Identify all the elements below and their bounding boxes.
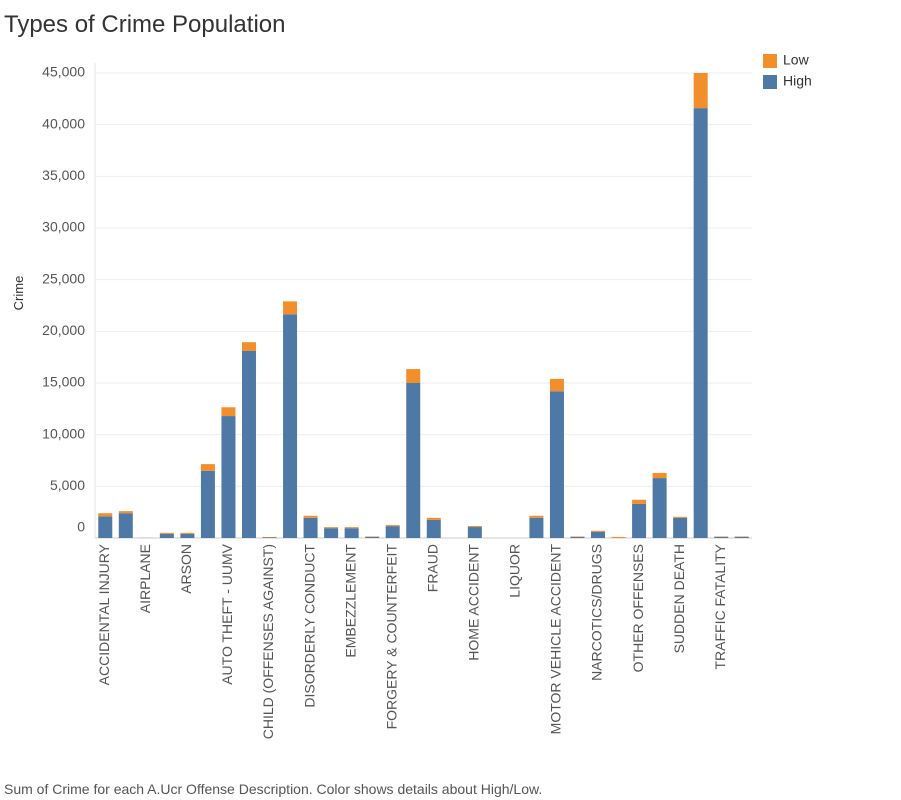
x-tick-label: HOME ACCIDENT	[466, 544, 482, 661]
y-tick-label: 0	[77, 519, 85, 535]
bar-segment	[180, 533, 195, 538]
bar-segment	[570, 536, 585, 537]
bar-segment	[303, 517, 318, 538]
bar-segment	[693, 108, 708, 538]
bar-segment	[734, 536, 749, 537]
chart-title: Types of Crime Population	[4, 11, 285, 38]
bar-segment	[406, 369, 421, 383]
bar-segment	[426, 519, 441, 538]
bar-segment	[652, 478, 667, 538]
bar-segment	[159, 533, 174, 538]
bar-segment	[241, 350, 256, 538]
bar-segment	[632, 499, 647, 504]
x-tick-label: EMBEZZLEMENT	[342, 544, 358, 658]
bar-segment	[324, 528, 339, 538]
bar-segment	[714, 536, 729, 537]
bar-segment	[283, 314, 298, 538]
bar-segment	[118, 513, 133, 538]
bar-segment	[591, 531, 606, 538]
bar-segment	[385, 525, 400, 527]
y-axis-title: Crime	[11, 276, 26, 311]
y-tick-label: 35,000	[42, 167, 85, 183]
x-tick-label: ARSON	[178, 544, 194, 594]
bar-segment	[159, 532, 174, 534]
legend-label: Low	[783, 52, 810, 68]
bar-segment	[98, 516, 113, 538]
bar-segment	[570, 536, 585, 538]
bar-segment	[693, 73, 708, 109]
bar-segment	[262, 536, 277, 538]
bar-segment	[283, 301, 298, 315]
y-tick-label: 5,000	[50, 477, 85, 493]
x-tick-label: TRAFFIC FATALITY	[712, 543, 728, 669]
bar-segment	[529, 517, 544, 538]
bar-segment	[262, 537, 277, 538]
bar-segment	[365, 536, 380, 538]
y-tick-label: 40,000	[42, 115, 85, 131]
bar-segment	[344, 527, 359, 529]
y-tick-label: 30,000	[42, 219, 85, 235]
bar-segment	[426, 517, 441, 520]
bar-segment	[200, 464, 215, 471]
bar-segment	[632, 503, 647, 538]
bar-segment	[549, 378, 564, 392]
y-tick-label: 15,000	[42, 374, 85, 390]
bar-segment	[200, 470, 215, 538]
legend-label: High	[783, 73, 812, 89]
bar-segment	[467, 527, 482, 538]
x-tick-label: AUTO THEFT - UUMV	[219, 543, 235, 684]
x-tick-label: OTHER OFFENSES	[630, 544, 646, 672]
bar-segment	[714, 536, 729, 538]
bar-segment	[118, 511, 133, 514]
bar-segment	[734, 536, 749, 538]
bar-segment	[673, 517, 688, 538]
x-tick-label: FRAUD	[424, 544, 440, 592]
bar-segment	[98, 513, 113, 517]
footer-caption: Sum of Crime for each A.Ucr Offense Desc…	[4, 781, 542, 797]
bar-segment	[652, 472, 667, 479]
y-tick-label: 10,000	[42, 425, 85, 441]
bar-segment	[467, 526, 482, 528]
bar-segment	[673, 516, 688, 518]
bar-segment	[365, 536, 380, 537]
y-tick-label: 20,000	[42, 322, 85, 338]
bar-segment	[324, 527, 339, 529]
x-tick-label: DISORDERLY CONDUCT	[301, 544, 317, 708]
bar-segment	[549, 391, 564, 538]
bar-segment	[180, 532, 195, 534]
bar-segment	[344, 528, 359, 538]
x-tick-label: MOTOR VEHICLE ACCIDENT	[548, 544, 564, 735]
y-tick-label: 25,000	[42, 270, 85, 286]
x-tick-label: AIRPLANE	[137, 544, 153, 613]
x-tick-label: FORGERY & COUNTERFEIT	[383, 544, 399, 730]
bar-segment	[221, 407, 236, 417]
bar-segment	[529, 515, 544, 518]
x-tick-label: CHILD (OFFENSES AGAINST)	[260, 544, 276, 739]
x-tick-label: SUDDEN DEATH	[671, 544, 687, 653]
x-tick-label: LIQUOR	[507, 544, 523, 598]
bar-segment	[611, 536, 626, 538]
bar-segment	[406, 383, 421, 538]
bar-segment	[591, 530, 606, 532]
legend-swatch	[763, 54, 777, 68]
bar-segment	[241, 342, 256, 351]
bar-segment	[303, 515, 318, 518]
x-tick-label: ACCIDENTAL INJURY	[96, 543, 112, 685]
bar-segment	[385, 526, 400, 538]
x-tick-label: NARCOTICS/DRUGS	[589, 544, 605, 681]
y-tick-label: 45,000	[42, 64, 85, 80]
bar-segment	[221, 416, 236, 538]
legend-swatch	[763, 75, 777, 89]
